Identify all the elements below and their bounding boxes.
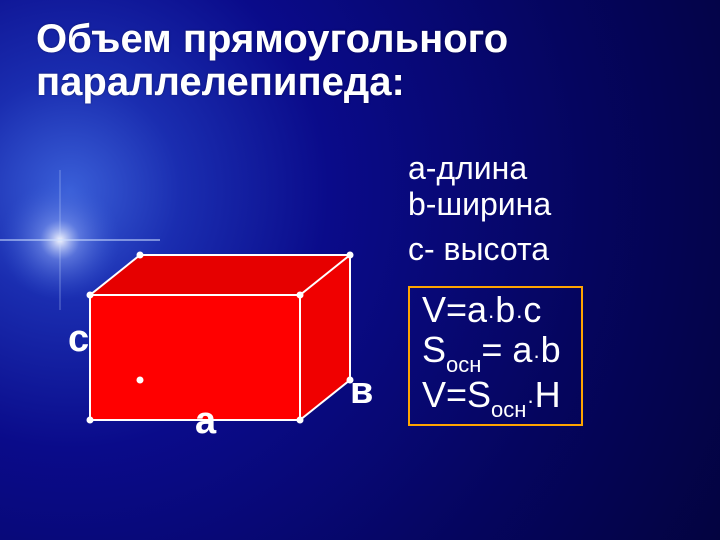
definition-b: b-ширина [408, 186, 551, 223]
formula-base-area: Sосн= a.b [422, 330, 561, 375]
label-c: с [68, 318, 89, 361]
label-a: а [195, 400, 216, 443]
label-b: в [350, 370, 373, 413]
parallelepiped-diagram: а в с [60, 220, 380, 450]
slide-title: Объем прямоугольного параллелепипеда: [36, 18, 684, 104]
definition-c: c- высота [408, 231, 551, 268]
formula-volume: V=a.b.c [422, 290, 561, 330]
definition-a: a-длина [408, 150, 551, 187]
definitions-block: a-длина b-ширина c- высота [408, 150, 551, 267]
formula-volume-via-base: V=Sосн.H [422, 375, 561, 420]
formula-box: V=a.b.c Sосн= a.b V=Sосн.H [408, 286, 583, 426]
